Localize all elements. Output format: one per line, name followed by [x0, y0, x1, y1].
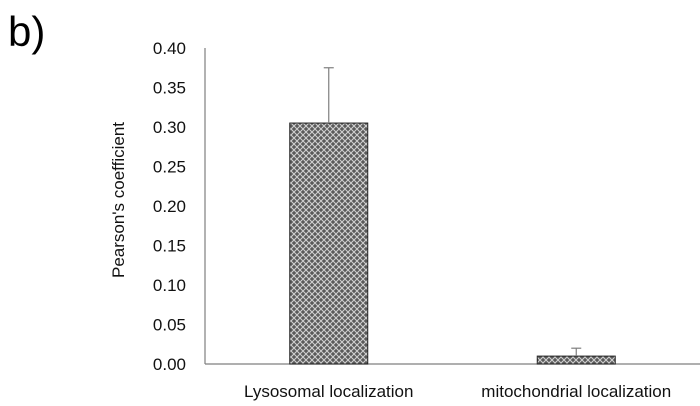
y-tick-label: 0.15: [153, 237, 186, 256]
y-tick-label: 0.05: [153, 316, 186, 335]
y-tick-label: 0.30: [153, 118, 186, 137]
y-tick-labels: 0.00 0.05 0.10 0.15 0.20 0.25 0.30 0.35 0.40: [153, 39, 186, 374]
bars: [289, 122, 616, 365]
y-tick-label: 0.35: [153, 79, 186, 98]
category-label: Lysosomal localization: [244, 382, 413, 401]
panel-label: b): [8, 8, 45, 55]
y-tick-label: 0.20: [153, 197, 186, 216]
y-axis-title: Pearson's coefficient: [109, 122, 128, 278]
error-bars: [323, 67, 582, 357]
y-tick-label: 0.10: [153, 276, 186, 295]
y-tick-label: 0.00: [153, 355, 186, 374]
y-tick-label: 0.25: [153, 158, 186, 177]
category-labels: Lysosomal localization mitochondrial loca…: [244, 382, 671, 401]
category-label: mitochondrial localization: [481, 382, 671, 401]
bar: [536, 355, 616, 365]
y-tick-label: 0.40: [153, 39, 186, 58]
bar: [289, 122, 369, 365]
